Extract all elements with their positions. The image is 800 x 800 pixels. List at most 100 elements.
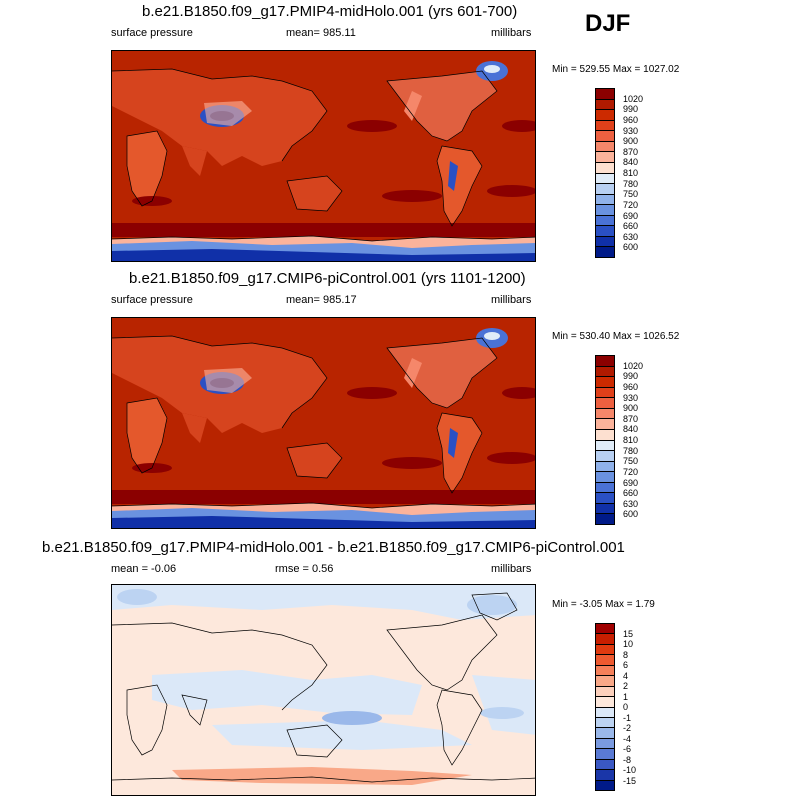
panel1-minmax: Min = 529.55 Max = 1027.02 [552,64,680,75]
panel2-colorbar-swatch [596,440,614,452]
panel2-colorbar-tick-label: 990 [623,371,639,382]
panel1-colorbar-tick-label: 690 [623,210,639,221]
panel3-colorbar-tick-label: 10 [623,639,634,649]
panel1-colorbar-swatch [596,226,614,237]
panel3-colorbar-tick-label: 4 [623,670,629,681]
panel1-colorbar-tick-label: 930 [623,125,639,136]
panel3-units: millibars [491,563,532,575]
panel3-colorbar-tick-label: -8 [623,754,632,765]
panel1-colorbar-swatch [596,141,614,153]
panel1-colorbar-swatch [596,194,614,206]
panel2-colorbar-swatch [596,514,614,524]
panel2-colorbar-tick-label: 900 [623,403,639,414]
panel1-colorbar-swatch [596,89,614,100]
panel3-colorbar-tick-label: -1 [623,712,632,723]
panel2-colorbar-tick-label: 720 [623,466,639,477]
panel3-colorbar [595,623,615,791]
panel2-variable: surface pressure [111,294,193,306]
panel1-colorbar-tick-label: 780 [623,178,639,189]
panel1-colorbar-tick-label: 810 [623,168,639,178]
panel1-colorbar-swatch [596,215,614,227]
panel1-colorbar-swatch [596,131,614,142]
panel2-map [111,317,536,529]
panel2-colorbar-swatch [596,377,614,388]
panel2-colorbar-swatch [596,387,614,399]
panel3-mean: mean = -0.06 [111,563,177,575]
panel3-rmse: rmse = 0.56 [275,563,334,575]
panel2-colorbar-swatch [596,503,614,515]
panel3-colorbar-swatch [596,728,614,739]
panel1-colorbar-tick-label: 750 [623,189,639,200]
panel3-colorbar-swatch [596,717,614,729]
panel3-colorbar-tick-label: 1 [623,691,629,702]
panel3-colorbar-swatch [596,707,614,718]
panel3-colorbar-swatch [596,655,614,666]
panel1-variable: surface pressure [111,27,193,39]
panel2-colorbar-tick-label: 750 [623,456,639,467]
panel1-map [111,50,536,262]
panel1-units: millibars [491,27,532,39]
panel2-colorbar-swatch [596,366,614,378]
panel1-colorbar-tick-label: 660 [623,221,639,232]
panel2-colorbar [595,355,615,525]
panel1-colorbar-swatch [596,173,614,185]
panel3-colorbar-swatch [596,780,614,790]
panel1-colorbar-tick-label: 840 [623,157,639,168]
panel3-colorbar-swatch [596,665,614,677]
panel1-colorbar-tick-label: 720 [623,199,639,210]
panel2-colorbar-tick-label: 870 [623,413,639,424]
panel2-colorbar-tick-label: 840 [623,424,639,435]
panel2-colorbar-tick-label: 780 [623,445,639,456]
panel1-colorbar-swatch [596,152,614,163]
panel3-colorbar-tick-label: 2 [623,681,629,691]
panel2-colorbar-tick-label: 690 [623,477,639,488]
panel2-colorbar-swatch [596,429,614,441]
panel3-colorbar-tick-label: 8 [623,649,629,660]
panel3-colorbar-tick-label: -4 [623,733,632,744]
panel3-colorbar-tick-label: -10 [623,765,637,775]
panel3-colorbar-tick-label: -15 [623,775,637,786]
panel2-colorbar-tick-label: 960 [623,381,639,392]
panel2-colorbar-swatch [596,451,614,462]
panel1-colorbar-swatch [596,120,614,132]
panel1-colorbar-swatch [596,236,614,248]
panel2-colorbar-tick-label: 660 [623,488,639,499]
panel1-title: b.e21.B1850.f09_g17.PMIP4-midHolo.001 (y… [142,3,518,20]
panel1-colorbar-tick-label: 870 [623,146,639,157]
panel2-colorbar-swatch [596,482,614,494]
panel2-colorbar-swatch [596,398,614,409]
panel1-colorbar-tick-label: 600 [623,242,639,253]
panel3-colorbar-tick-label: -2 [623,723,632,733]
panel1-mean: mean= 985.11 [286,27,356,39]
panel1-colorbar-tick-label: 990 [623,104,639,115]
panel3-colorbar-swatch [596,624,614,635]
panel1-colorbar-swatch [596,99,614,111]
panel2-title: b.e21.B1850.f09_g17.CMIP6-piControl.001 … [129,270,526,287]
panel3-minmax: Min = -3.05 Max = 1.79 [552,599,655,610]
panel3-colorbar-swatch [596,676,614,687]
panel1-colorbar-swatch [596,205,614,216]
panel2-colorbar-swatch [596,472,614,483]
panel3-colorbar-swatch [596,644,614,656]
panel1-colorbar-swatch [596,184,614,195]
panel2-colorbar-tick-label: 810 [623,435,639,445]
panel2-units: millibars [491,294,532,306]
panel2-colorbar-swatch [596,493,614,504]
panel3-colorbar-swatch [596,770,614,781]
panel1-colorbar-tick-label: 900 [623,136,639,147]
panel3-colorbar-tick-label: 6 [623,660,629,670]
panel2-colorbar-tick-label: 1020 [623,360,644,371]
panel2-minmax: Min = 530.40 Max = 1026.52 [552,331,680,342]
panel2-colorbar-tick-label: 930 [623,392,639,403]
panel3-title: b.e21.B1850.f09_g17.PMIP4-midHolo.001 - … [42,539,625,556]
panel1-colorbar-swatch [596,247,614,257]
panel1-colorbar-swatch [596,110,614,121]
panel1-colorbar-tick-label: 1020 [623,93,644,104]
panel3-colorbar-swatch [596,697,614,708]
panel1-colorbar-tick-label: 630 [623,231,639,242]
panel2-colorbar-tick-label: 600 [623,509,639,520]
panel3-colorbar-tick-label: 15 [623,628,634,639]
panel3-colorbar-swatch [596,634,614,645]
panel3-colorbar-swatch [596,686,614,698]
panel3-map [111,584,536,796]
